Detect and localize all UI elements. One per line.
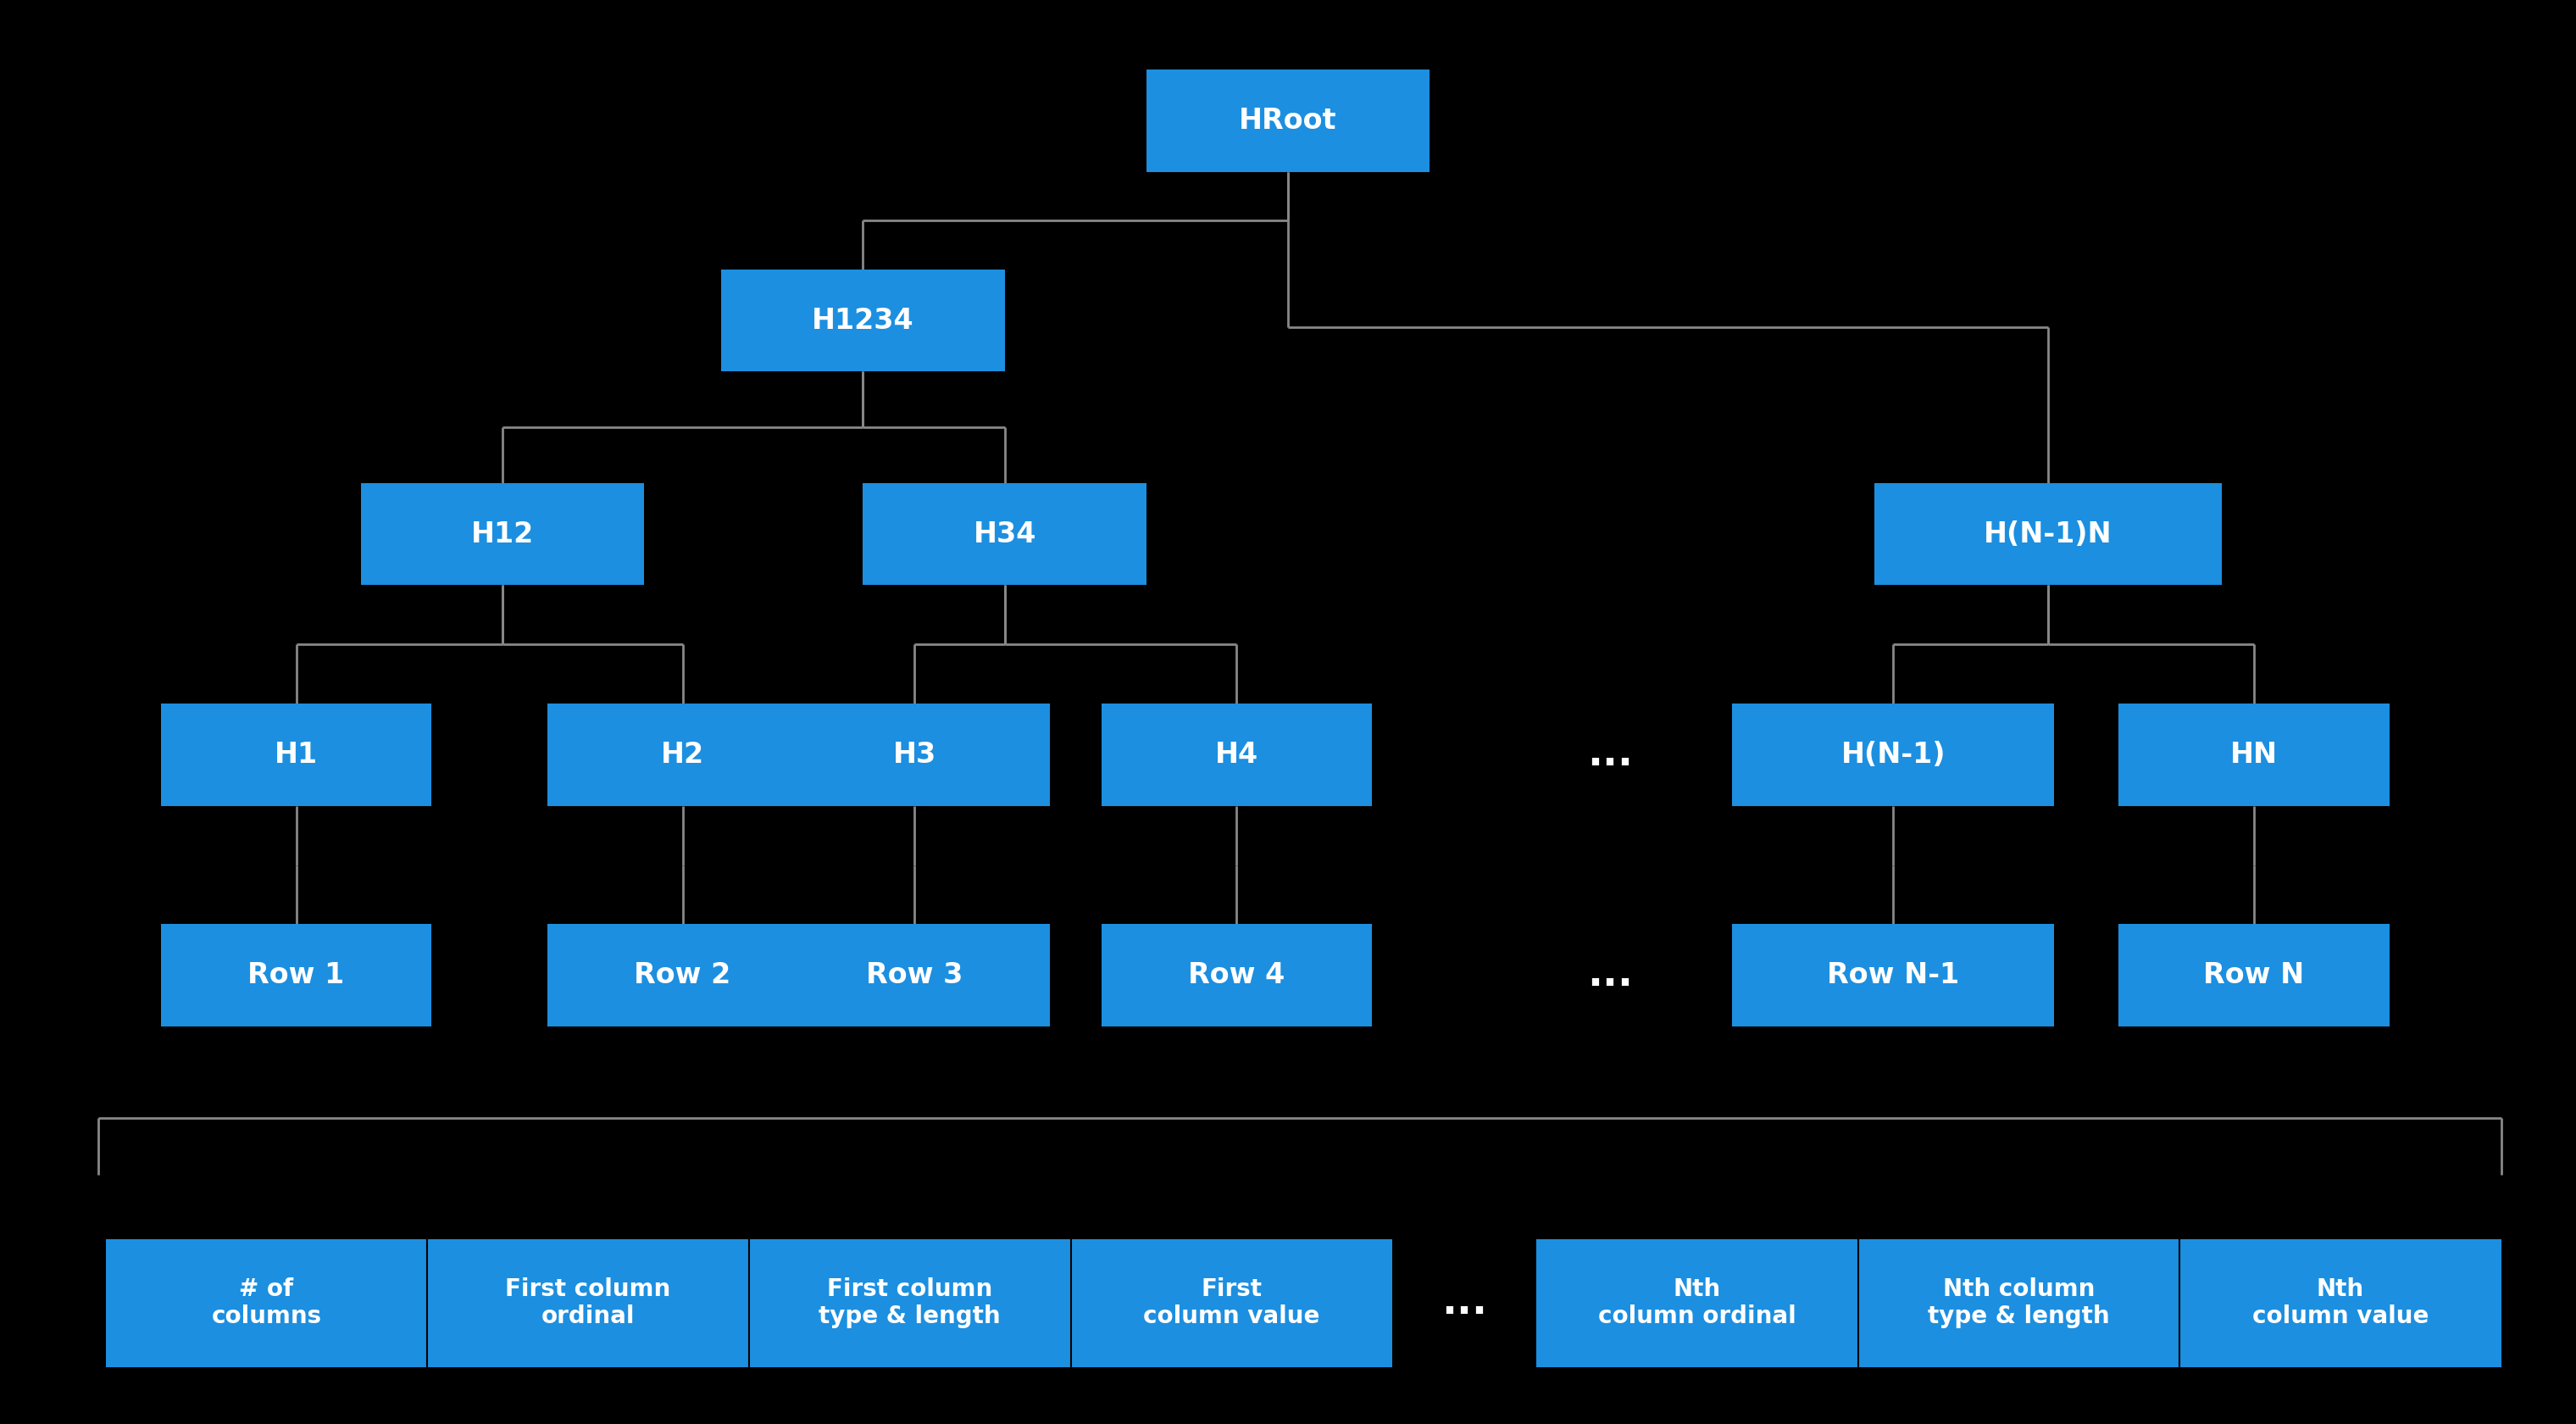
Text: Nth
column value: Nth column value (2251, 1277, 2429, 1329)
FancyBboxPatch shape (2179, 1239, 2501, 1367)
Text: First column
type & length: First column type & length (819, 1277, 1002, 1329)
FancyBboxPatch shape (106, 1239, 428, 1367)
Text: ...: ... (1443, 1284, 1486, 1321)
FancyBboxPatch shape (721, 269, 1005, 372)
Text: Row N-1: Row N-1 (1826, 961, 1960, 990)
FancyBboxPatch shape (863, 483, 1146, 585)
FancyBboxPatch shape (1857, 1239, 2179, 1367)
FancyBboxPatch shape (1100, 703, 1370, 806)
Text: H1234: H1234 (811, 306, 914, 335)
FancyBboxPatch shape (549, 703, 819, 806)
Text: HN: HN (2231, 740, 2277, 769)
Text: HRoot: HRoot (1239, 107, 1337, 135)
Text: Row N: Row N (2202, 961, 2306, 990)
Text: H1: H1 (276, 740, 317, 769)
Text: H2: H2 (662, 740, 703, 769)
Text: H34: H34 (974, 520, 1036, 548)
FancyBboxPatch shape (160, 703, 430, 806)
FancyBboxPatch shape (361, 483, 644, 585)
FancyBboxPatch shape (778, 703, 1051, 806)
Text: Row 4: Row 4 (1188, 961, 1285, 990)
FancyBboxPatch shape (750, 1239, 1072, 1367)
FancyBboxPatch shape (778, 924, 1051, 1027)
Text: H(N-1): H(N-1) (1842, 740, 1945, 769)
FancyBboxPatch shape (2117, 924, 2391, 1027)
FancyBboxPatch shape (1072, 1239, 1394, 1367)
FancyBboxPatch shape (1731, 703, 2056, 806)
Text: H(N-1)N: H(N-1)N (1984, 520, 2112, 548)
Text: First column
ordinal: First column ordinal (505, 1277, 670, 1329)
Text: H12: H12 (471, 520, 533, 548)
FancyBboxPatch shape (1873, 483, 2221, 585)
Text: Row 2: Row 2 (634, 961, 732, 990)
Text: H3: H3 (894, 740, 935, 769)
FancyBboxPatch shape (549, 924, 819, 1027)
FancyBboxPatch shape (428, 1239, 750, 1367)
Text: Row 1: Row 1 (247, 961, 345, 990)
Text: ...: ... (1587, 957, 1633, 994)
FancyBboxPatch shape (1146, 70, 1430, 172)
Text: Nth column
type & length: Nth column type & length (1927, 1277, 2110, 1329)
Text: Row 3: Row 3 (866, 961, 963, 990)
FancyBboxPatch shape (1731, 924, 2056, 1027)
Text: First
column value: First column value (1144, 1277, 1319, 1329)
Text: # of
columns: # of columns (211, 1277, 322, 1329)
Text: H4: H4 (1216, 740, 1257, 769)
FancyBboxPatch shape (160, 924, 430, 1027)
Text: ...: ... (1587, 736, 1633, 773)
FancyBboxPatch shape (1535, 1239, 1857, 1367)
Text: Nth
column ordinal: Nth column ordinal (1597, 1277, 1795, 1329)
FancyBboxPatch shape (2117, 703, 2391, 806)
FancyBboxPatch shape (1100, 924, 1370, 1027)
